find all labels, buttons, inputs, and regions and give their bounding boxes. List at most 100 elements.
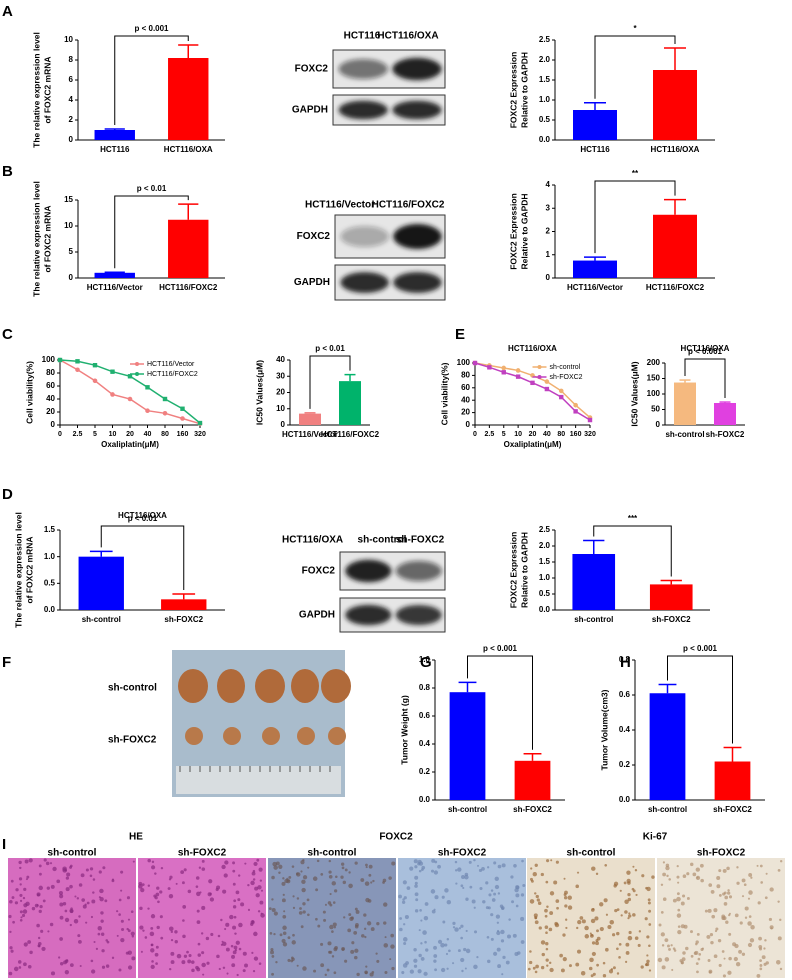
cell-nucleus [546, 859, 550, 863]
cell-nucleus [454, 860, 458, 864]
legend-label: HCT116/FOXC2 [147, 371, 198, 378]
y-tick-label: 0.6 [619, 690, 631, 699]
cell-nucleus [695, 962, 699, 966]
blot-band [395, 560, 442, 582]
cell-nucleus [546, 905, 549, 909]
cell-nucleus [18, 877, 23, 881]
cell-nucleus [473, 906, 476, 909]
point [472, 360, 478, 366]
cell-nucleus [69, 923, 72, 927]
histology-group-label: sh-FOXC2 [438, 848, 487, 859]
y-axis-label: Relative to GAPDH [519, 532, 529, 608]
cell-nucleus [282, 942, 288, 947]
histology-group-label: sh-control [48, 848, 97, 859]
cell-nucleus [780, 860, 783, 863]
cell-nucleus [388, 876, 392, 880]
cell-nucleus [529, 877, 533, 881]
cell-nucleus [347, 928, 352, 933]
cell-nucleus [364, 935, 367, 939]
cell-nucleus [696, 970, 699, 974]
cell-nucleus [713, 954, 718, 959]
cell-nucleus [150, 943, 154, 947]
cell-nucleus [699, 863, 704, 868]
cell-nucleus [10, 879, 14, 883]
y-tick-label: 2 [546, 227, 551, 236]
cell-nucleus [199, 891, 202, 894]
cell-nucleus [76, 897, 80, 900]
cell-nucleus [18, 860, 22, 865]
cell-nucleus [209, 892, 212, 896]
cell-nucleus [306, 898, 310, 902]
cell-nucleus [442, 920, 446, 924]
cell-nucleus [62, 902, 67, 906]
cell-nucleus [533, 913, 538, 918]
cell-nucleus [354, 861, 358, 865]
cell-nucleus [584, 934, 590, 939]
cell-nucleus [500, 939, 505, 943]
cell-nucleus [38, 885, 43, 891]
cell-nucleus [747, 897, 751, 900]
cell-nucleus [181, 960, 186, 965]
bar [168, 219, 209, 278]
cell-nucleus [120, 938, 125, 943]
cell-nucleus [350, 949, 355, 954]
cell-nucleus [641, 874, 645, 878]
cell-nucleus [756, 864, 759, 867]
cell-nucleus [718, 869, 722, 873]
cell-nucleus [118, 913, 121, 916]
cell-nucleus [727, 889, 730, 892]
significance-label: p < 0.01 [128, 514, 158, 523]
cell-nucleus [90, 915, 94, 919]
cell-nucleus [399, 917, 402, 920]
cell-nucleus [616, 972, 620, 975]
cell-nucleus [681, 957, 686, 962]
cell-nucleus [433, 945, 437, 950]
cell-nucleus [333, 926, 337, 929]
cell-nucleus [534, 917, 537, 920]
cell-nucleus [700, 878, 704, 883]
blot-band [338, 58, 388, 80]
cell-nucleus [623, 881, 627, 885]
cell-nucleus [313, 969, 317, 973]
cell-nucleus [465, 929, 468, 933]
cell-nucleus [747, 921, 752, 926]
legend-marker [537, 365, 542, 369]
cell-nucleus [98, 896, 101, 899]
cell-nucleus [70, 907, 73, 910]
cell-nucleus [495, 914, 501, 919]
y-tick-label: 40 [276, 355, 285, 364]
x-tick-label: 40 [543, 431, 551, 438]
cell-nucleus [169, 875, 173, 879]
y-tick-label: 0.2 [619, 760, 631, 769]
cell-nucleus [302, 875, 308, 880]
cell-nucleus [224, 927, 227, 931]
cell-nucleus [150, 948, 155, 953]
cell-nucleus [85, 868, 89, 872]
cell-nucleus [501, 907, 504, 910]
cell-nucleus [477, 864, 480, 867]
cell-nucleus [150, 964, 155, 969]
cell-nucleus [591, 951, 596, 957]
cell-nucleus [440, 943, 445, 948]
y-tick-label: 60 [46, 381, 55, 390]
histology-image [138, 858, 266, 978]
series-line [59, 359, 201, 424]
cell-nucleus [19, 866, 22, 870]
cell-nucleus [540, 940, 546, 945]
cell-nucleus [370, 927, 375, 931]
cell-nucleus [42, 899, 46, 903]
cell-nucleus [727, 970, 732, 975]
y-tick-label: 1.5 [44, 525, 56, 534]
cell-nucleus [721, 950, 725, 953]
significance-label: p < 0.001 [683, 644, 718, 653]
cell-nucleus [657, 957, 663, 963]
cell-nucleus [457, 867, 462, 872]
cell-nucleus [769, 887, 774, 892]
cell-nucleus [195, 885, 199, 888]
cell-nucleus [520, 893, 525, 897]
panel-letter: D [2, 486, 13, 503]
cell-nucleus [58, 956, 61, 959]
cell-nucleus [384, 971, 388, 975]
cell-nucleus [323, 918, 327, 922]
cell-nucleus [216, 885, 221, 890]
